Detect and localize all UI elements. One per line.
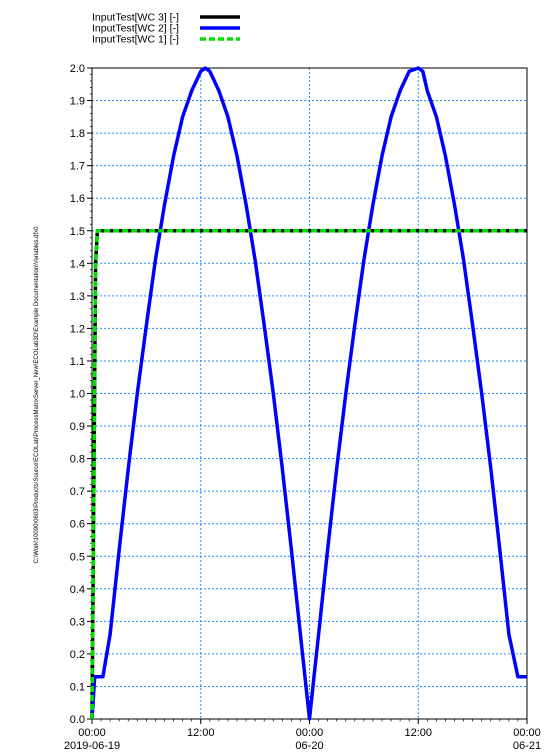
y-tick-label: 0.7 — [70, 486, 85, 498]
y-tick-label: 0.4 — [70, 584, 85, 596]
series-group — [90, 66, 527, 721]
y-tick-label: 0.6 — [70, 519, 85, 531]
x-tick-time-label: 12:00 — [404, 727, 432, 739]
legend-label: InputTest[WC 2] [-] — [92, 23, 179, 35]
y-tick-label: 0.3 — [70, 616, 85, 628]
y-tick-label: 1.8 — [70, 128, 85, 140]
y-tick-label: 1.6 — [70, 193, 85, 205]
y-tick-label: 1.5 — [70, 226, 85, 238]
side-label: C:\Work\10090\0603\Products\Source\ECOLa… — [34, 226, 40, 564]
y-tick-label: 1.7 — [70, 161, 85, 173]
x-tick-date-label: 2019-06-19 — [64, 740, 120, 752]
y-tick-label: 0.0 — [70, 714, 85, 726]
x-tick-date-label: 06-20 — [295, 740, 323, 752]
y-tick-label: 1.1 — [70, 356, 85, 368]
y-tick-label: 1.4 — [70, 258, 85, 270]
y-tick-label: 1.9 — [70, 96, 85, 108]
y-tick-label: 1.2 — [70, 323, 85, 335]
x-tick-time-label: 00:00 — [296, 727, 324, 739]
series-line-wc2 — [90, 66, 527, 721]
y-tick-label: 0.5 — [70, 551, 85, 563]
y-tick-label: 0.9 — [70, 421, 85, 433]
x-tick-date-label: 06-21 — [513, 740, 541, 752]
y-tick-label: 2.0 — [70, 63, 85, 75]
y-tick-label: 0.8 — [70, 454, 85, 466]
legend-label: InputTest[WC 3] [-] — [92, 12, 179, 24]
y-tick-label: 1.0 — [70, 389, 85, 401]
grid — [92, 68, 527, 719]
x-tick-time-label: 00:00 — [78, 727, 106, 739]
y-tick-label: 0.1 — [70, 681, 85, 693]
legend: InputTest[WC 3] [-]InputTest[WC 2] [-]In… — [92, 12, 240, 46]
legend-label: InputTest[WC 1] [-] — [92, 34, 179, 46]
y-tick-label: 0.2 — [70, 649, 85, 661]
y-tick-label: 1.3 — [70, 291, 85, 303]
y-axis: 0.0 0.1 0.2 0.3 0.4 0.5 0.6 0.7 0.8 0.9 1.0 1.1 1.2 1… — [70, 63, 92, 726]
series-line-wc1 — [90, 229, 527, 720]
x-tick-time-label: 12:00 — [187, 727, 215, 739]
x-tick-time-label: 00:00 — [513, 727, 541, 739]
